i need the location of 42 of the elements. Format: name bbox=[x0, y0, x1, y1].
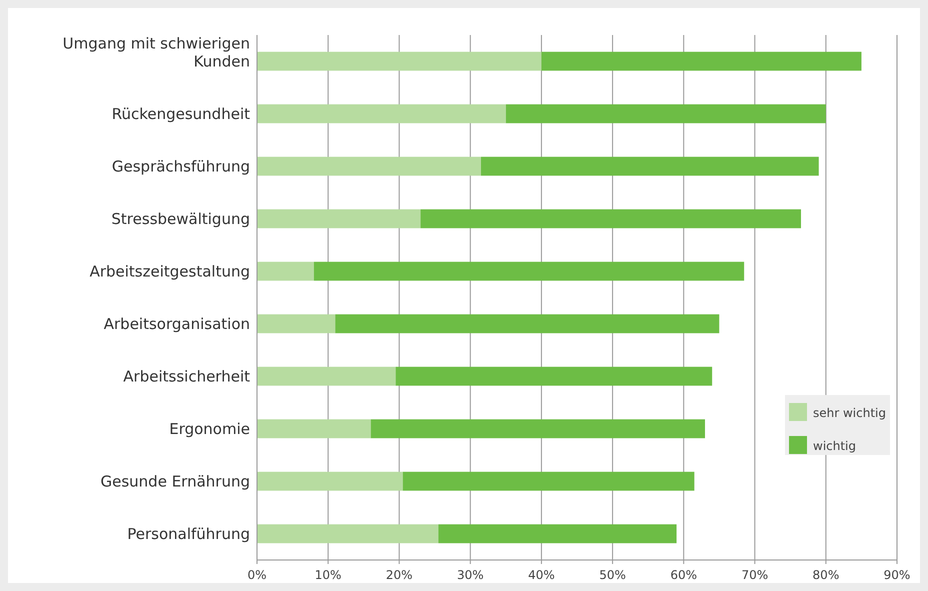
bar bbox=[257, 262, 314, 281]
bar bbox=[506, 104, 826, 124]
bar bbox=[335, 314, 720, 334]
bar bbox=[257, 156, 481, 176]
y-tick-label: Stressbewältigung bbox=[111, 210, 250, 228]
y-tick-label: Arbeitsorganisation bbox=[104, 314, 250, 333]
bar bbox=[314, 262, 744, 281]
bar bbox=[481, 156, 819, 176]
bar bbox=[257, 104, 506, 124]
bar bbox=[396, 366, 712, 386]
x-tick-label: 70% bbox=[741, 568, 768, 582]
x-tick-label: 50% bbox=[599, 568, 626, 582]
bar bbox=[257, 366, 396, 386]
y-tick-label: Ergonomie bbox=[169, 420, 250, 438]
y-tick-label: Personalführung bbox=[127, 524, 250, 543]
x-tick-label: 40% bbox=[528, 568, 555, 582]
bar bbox=[257, 314, 336, 334]
bar bbox=[438, 524, 677, 544]
bar bbox=[257, 472, 403, 491]
bar bbox=[541, 52, 862, 71]
x-tick-label: 0% bbox=[247, 568, 267, 582]
legend-label: sehr wichtig bbox=[813, 406, 886, 420]
bar bbox=[420, 209, 801, 228]
y-tick-label: Gesprächsführung bbox=[112, 157, 250, 176]
bar bbox=[370, 419, 705, 438]
bar bbox=[257, 524, 438, 544]
y-tick-label: Arbeitssicherheit bbox=[123, 367, 250, 386]
x-tick-label: 80% bbox=[812, 568, 840, 582]
x-tick-label: 30% bbox=[456, 568, 484, 582]
y-tick-label: Umgang mit schwierigen Kunden bbox=[62, 34, 250, 70]
bar bbox=[402, 472, 694, 491]
y-tick-label: Gesunde Ernährung bbox=[100, 472, 250, 490]
legend-label: wichtig bbox=[813, 439, 856, 453]
x-tick-label: 10% bbox=[314, 568, 342, 582]
x-tick-label: 60% bbox=[670, 568, 698, 582]
y-tick-label: Rückengesundheit bbox=[112, 104, 250, 123]
x-tick-label: 90% bbox=[884, 568, 910, 582]
bar bbox=[257, 209, 421, 228]
bar bbox=[257, 52, 542, 71]
bar bbox=[257, 419, 371, 438]
y-tick-label: Arbeitszeitgestaltung bbox=[90, 262, 250, 280]
x-tick-label: 20% bbox=[386, 568, 413, 582]
